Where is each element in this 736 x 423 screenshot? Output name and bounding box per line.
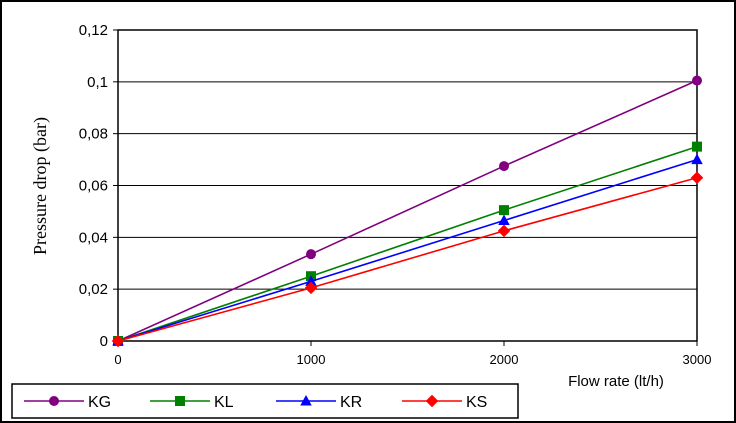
series-ks [111,171,704,348]
data-point [305,275,317,286]
y-tick-label: 0,04 [79,229,108,246]
x-tick-label: 1000 [297,352,326,367]
legend-marker [300,395,312,406]
y-axis-ticks: 0 0,02 0,04 0,06 0,08 0,1 0,12 [79,22,118,350]
data-series [111,75,704,348]
legend-label: KS [466,394,487,411]
data-point [692,141,702,152]
x-tick-label: 0 [114,352,121,367]
y-tick-label: 0 [100,333,108,350]
legend-entry: KS [402,394,487,411]
legend-label: KL [214,394,234,411]
grid-lines [118,81,697,290]
y-tick-label: 0,06 [79,178,108,195]
legend-label: KR [340,394,362,411]
legend-marker [425,394,439,408]
series-line [117,176,698,342]
data-point [497,224,511,238]
data-point [691,153,703,165]
data-point [690,171,704,184]
data-point [499,161,509,172]
legend-marker [175,396,185,406]
legend-entry: KG [24,394,111,411]
y-tick-label: 0,02 [79,281,108,298]
y-axis-label: Pressure drop (bar) [30,117,51,255]
y-tick-label: 0,12 [79,22,108,39]
y-tick-label: 0,1 [87,74,108,91]
legend-marker [49,396,59,406]
legend-entry: KR [276,394,362,411]
x-tick-label: 2000 [490,352,519,367]
data-point [692,75,702,86]
data-point [306,249,316,260]
legend: KG KL KR KS [24,394,487,411]
series-line [117,158,698,342]
data-point [111,334,125,348]
x-tick-label: 3000 [683,352,712,367]
legend-label: KG [88,394,111,411]
data-point [499,205,509,216]
data-point [304,281,318,295]
series-line [117,79,698,342]
data-point [498,214,510,225]
x-axis-ticks: 0 1000 2000 3000 [114,341,711,367]
series-line [117,145,698,342]
y-tick-label: 0,08 [79,126,108,143]
legend-entry: KL [150,394,234,411]
x-axis-label: Flow rate (lt/h) [568,373,664,390]
